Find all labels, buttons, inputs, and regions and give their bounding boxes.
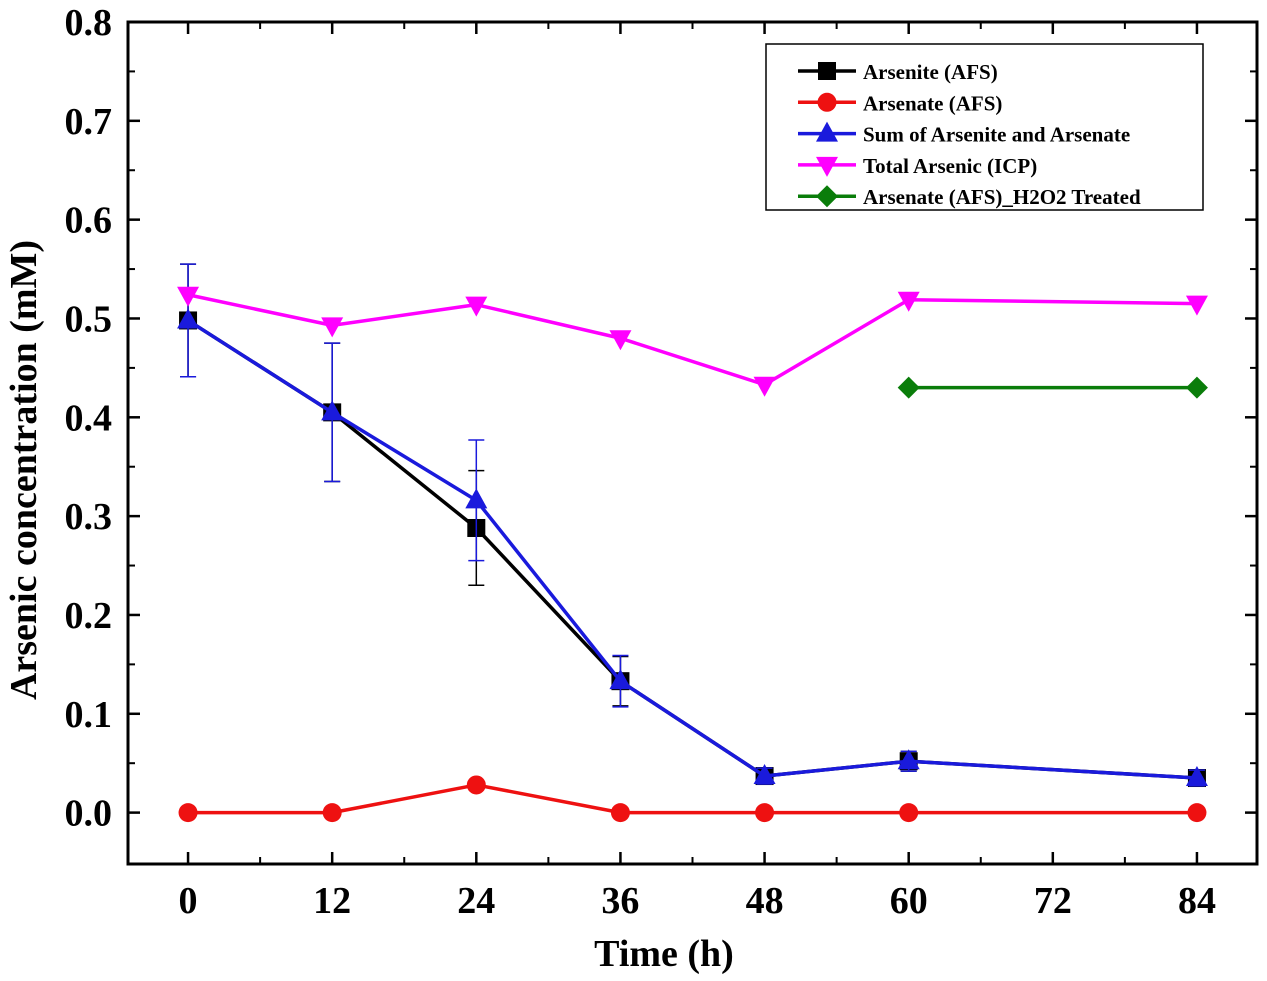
data-point <box>610 803 630 823</box>
x-axis-title: Time (h) <box>594 933 734 975</box>
y-tick-label: 0.8 <box>65 2 113 44</box>
y-tick-label: 0.7 <box>65 101 113 143</box>
data-point <box>1185 376 1208 399</box>
y-tick-label: 0.2 <box>65 595 113 637</box>
data-point <box>465 296 488 317</box>
legend-entry-3: Total Arsenic (ICP) <box>798 154 1037 178</box>
data-point <box>755 803 775 823</box>
data-point <box>322 803 342 823</box>
data-point <box>177 286 200 307</box>
axis-ticks <box>128 20 1257 864</box>
data-point <box>321 317 344 338</box>
series-2 <box>177 263 1208 787</box>
x-tick-label: 0 <box>179 880 198 922</box>
legend-swatch-marker <box>816 121 838 142</box>
y-tick-label: 0.6 <box>65 200 113 242</box>
data-point <box>897 749 920 770</box>
data-point <box>897 376 920 399</box>
data-point <box>466 775 486 795</box>
data-point <box>753 376 776 397</box>
data-point <box>465 488 488 509</box>
data-point <box>609 669 632 690</box>
data-point <box>1185 766 1208 787</box>
data-point <box>321 400 344 421</box>
x-tick-label: 48 <box>746 880 784 922</box>
legend-entry-4: Arsenate (AFS)_H2O2 Treated <box>798 185 1141 209</box>
x-tick-label: 84 <box>1178 880 1216 922</box>
series-3 <box>177 286 1208 397</box>
legend-swatch-marker <box>818 62 836 80</box>
tick-labels: 0 12 24 36 48 60 72 84 0.0 0.1 0.2 0.3 0.4 0.5 0.6 0.7 0… <box>65 2 1216 922</box>
data-point <box>899 803 919 823</box>
legend: Arsenite (AFS) Arsenate (AFS) Sum of Arsen… <box>765 43 1204 211</box>
legend-swatch-marker <box>817 92 837 112</box>
x-tick-label: 36 <box>601 880 639 922</box>
series-layer <box>177 263 1208 823</box>
legend-label: Arsenite (AFS) <box>863 60 998 84</box>
series-1 <box>178 775 1207 823</box>
data-point <box>897 291 920 312</box>
legend-entry-1: Arsenate (AFS) <box>798 91 1002 115</box>
y-axis-title: Arsenic concentration (mM) <box>3 240 45 700</box>
legend-label: Arsenate (AFS)_H2O2 Treated <box>863 185 1141 209</box>
x-tick-label: 24 <box>457 880 495 922</box>
legend-label: Arsenate (AFS) <box>863 91 1002 115</box>
y-tick-label: 0.0 <box>65 793 113 835</box>
legend-label: Total Arsenic (ICP) <box>863 154 1037 178</box>
legend-label: Sum of Arsenite and Arsenate <box>863 123 1130 147</box>
data-point <box>177 308 200 329</box>
x-tick-label: 60 <box>890 880 928 922</box>
legend-entry-0: Arsenite (AFS) <box>798 60 998 84</box>
y-tick-label: 0.1 <box>65 694 113 736</box>
legend-entry-2: Sum of Arsenite and Arsenate <box>798 121 1130 147</box>
data-point <box>178 803 198 823</box>
x-tick-label: 12 <box>313 880 351 922</box>
y-tick-label: 0.3 <box>65 496 113 538</box>
y-tick-label: 0.5 <box>65 298 113 340</box>
x-tick-label: 72 <box>1034 880 1072 922</box>
legend-swatch-marker <box>816 185 838 208</box>
data-point <box>753 764 776 785</box>
series-4 <box>897 376 1208 399</box>
legend-swatch-marker <box>816 156 838 177</box>
y-tick-label: 0.4 <box>65 397 113 439</box>
data-point <box>609 330 632 351</box>
data-point <box>1187 803 1207 823</box>
data-point <box>1185 295 1208 316</box>
